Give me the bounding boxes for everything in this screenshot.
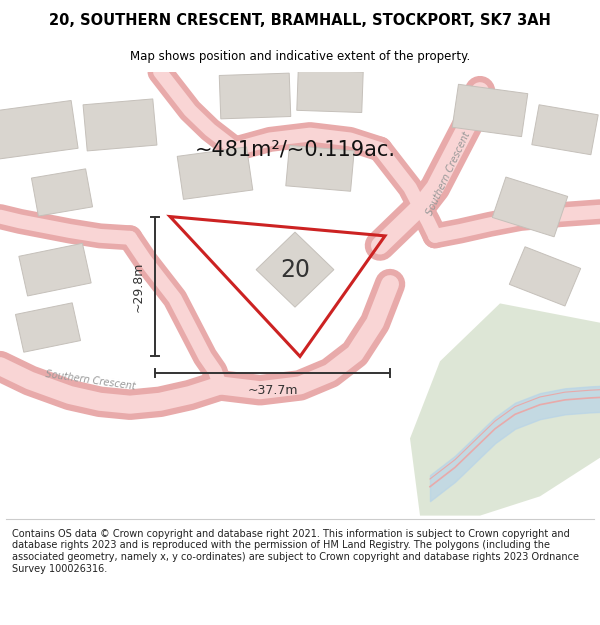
Text: 20: 20	[280, 258, 310, 282]
Polygon shape	[492, 177, 568, 237]
Text: Contains OS data © Crown copyright and database right 2021. This information is : Contains OS data © Crown copyright and d…	[12, 529, 579, 574]
Polygon shape	[410, 303, 600, 516]
Polygon shape	[83, 99, 157, 151]
Polygon shape	[452, 84, 528, 137]
Polygon shape	[286, 146, 354, 191]
Polygon shape	[509, 247, 581, 306]
Polygon shape	[0, 101, 78, 159]
Text: Southern Crescent: Southern Crescent	[424, 130, 472, 216]
Text: Southern Crescent: Southern Crescent	[44, 369, 136, 392]
Polygon shape	[177, 147, 253, 199]
Text: ~37.7m: ~37.7m	[247, 384, 298, 398]
Polygon shape	[532, 105, 598, 155]
Text: ~29.8m: ~29.8m	[132, 261, 145, 312]
Text: ~481m²/~0.119ac.: ~481m²/~0.119ac.	[194, 139, 395, 159]
Polygon shape	[297, 70, 363, 112]
Polygon shape	[16, 303, 80, 352]
Text: Map shows position and indicative extent of the property.: Map shows position and indicative extent…	[130, 49, 470, 62]
Text: 20, SOUTHERN CRESCENT, BRAMHALL, STOCKPORT, SK7 3AH: 20, SOUTHERN CRESCENT, BRAMHALL, STOCKPO…	[49, 12, 551, 28]
Polygon shape	[219, 73, 291, 119]
Polygon shape	[31, 169, 92, 216]
Polygon shape	[19, 243, 91, 296]
Polygon shape	[256, 232, 334, 307]
